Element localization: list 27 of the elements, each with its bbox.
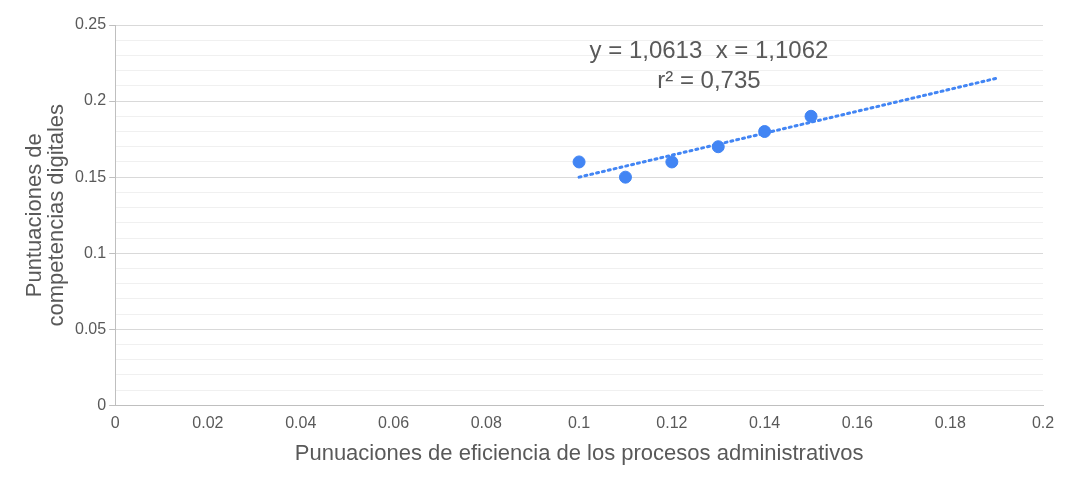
x-tick-label: 0.1 [567,414,591,432]
x-tick-label: 0.14 [749,414,781,432]
x-tick-label: 0.02 [192,414,224,432]
point [758,125,772,139]
point [711,140,725,154]
y-tick-label: 0.05 [75,319,107,337]
point [804,109,818,123]
x-tick-label: 0.2 [1031,414,1055,432]
x-tick-label: 0.06 [377,414,410,432]
x-axis-title: Punuaciones de eficiencia de los procesos administrativos [294,439,864,465]
y-tick-label: 0.1 [83,243,107,261]
x-tick-label: 0 [110,414,120,432]
y-tick-label: 0.25 [75,15,107,33]
x-tick-label: 0.08 [470,414,502,432]
y-axis-title: Puntuaciones de competencias digitales [21,103,69,327]
point [618,170,632,184]
annotation: y = 1,0613 x = 1,1062 [589,35,829,63]
x-tick-label: 0.12 [656,414,688,432]
annotation: r² = 0,735 [657,65,761,93]
y-tick-label: 0.2 [83,91,107,109]
y-tick-label: 0 [97,395,107,413]
y-tick-label: 0.15 [75,167,107,185]
x-tick-label: 0.18 [934,414,966,432]
point [572,155,586,169]
x-tick-label: 0.04 [285,414,317,432]
point [665,155,679,169]
x-tick-label: 0.16 [841,414,874,432]
